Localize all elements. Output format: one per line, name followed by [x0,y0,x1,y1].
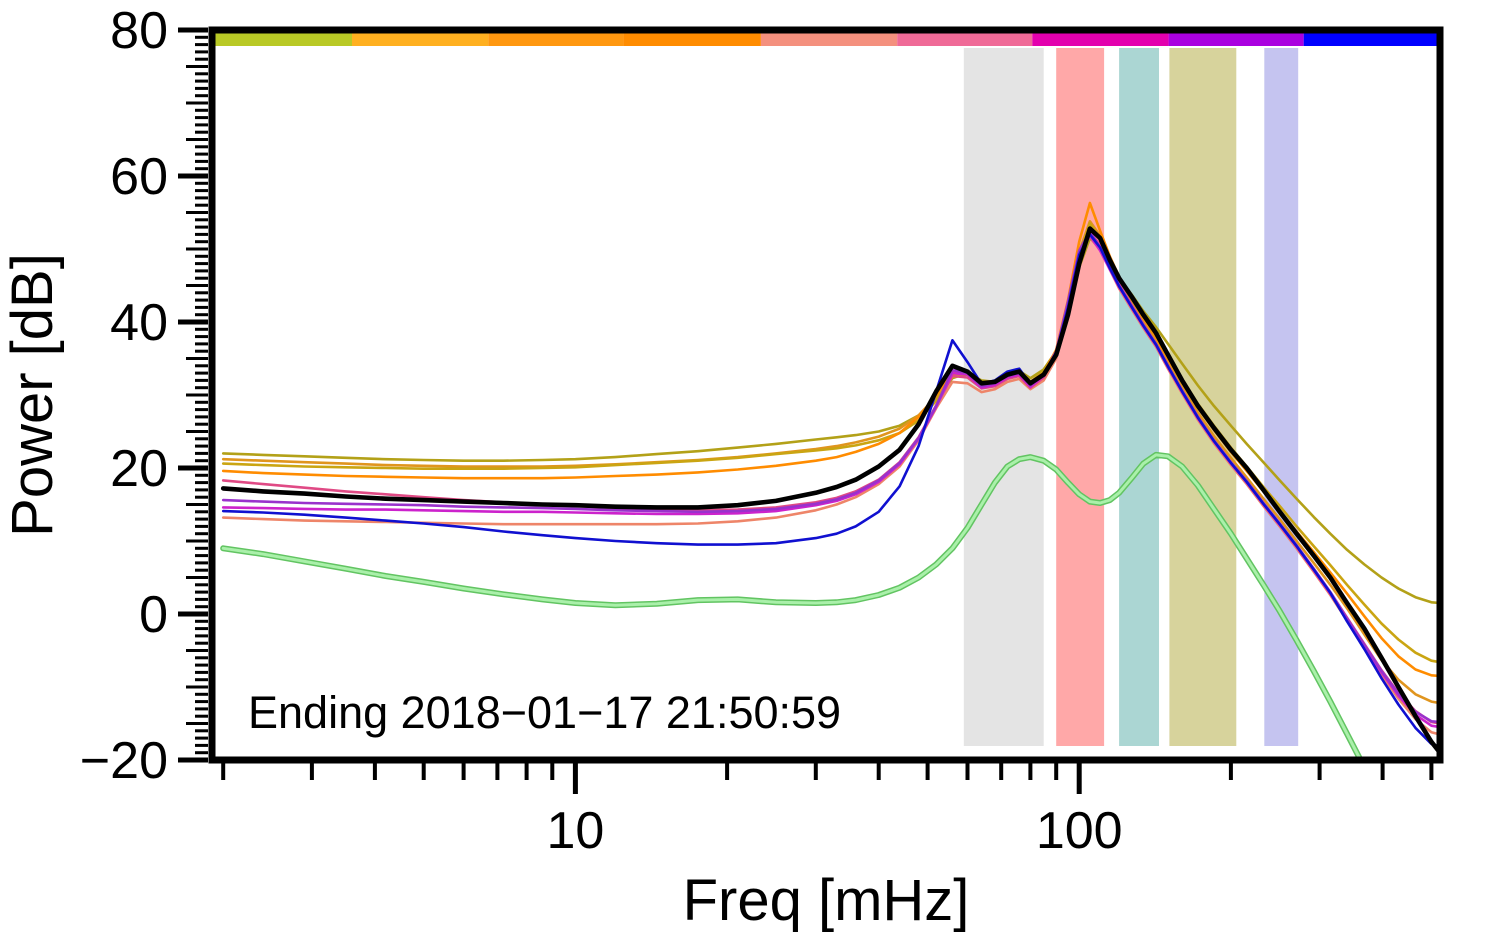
band-khaki [1169,48,1237,746]
band-teal [1119,48,1159,746]
plot-frame [208,26,1444,764]
colorbar-segment-orange [623,33,761,46]
series-ocher [221,220,1440,705]
ending-time-annotation: Ending 2018−01−17 21:50:59 [248,687,841,738]
x-axis-label: Freq [mHz] [683,868,970,933]
y-tick-label: 20 [110,440,168,498]
colorbar-segment-amber [352,33,489,46]
colorbar-segment-pink [897,33,1033,46]
y-tick-label: −20 [80,732,168,790]
colorbar-segment-magenta [1032,33,1169,46]
spectra-curves [220,201,1440,760]
frequency-bands [963,48,1299,746]
series-green-reference [221,453,1363,760]
colorbar-segment-blue [1303,33,1440,46]
top-color-bar [212,33,1440,46]
colorbar-segment-purple [1168,33,1304,46]
band-red [1056,48,1105,746]
x-tick-label: 10 [546,802,604,860]
colorbar-segment-yellowgreen [212,33,352,46]
y-tick-label: 0 [139,586,168,644]
colorbar-segment-orange-light [488,33,624,46]
y-axis-label: Power [dB] [0,253,65,537]
series-olive [221,236,1440,605]
y-tick-label: 80 [110,2,168,60]
y-tick-label: 60 [110,148,168,206]
band-gray [963,48,1044,746]
series-dark-gold [221,222,1440,664]
band-lavender [1264,48,1299,746]
colorbar-segment-salmon [760,33,898,46]
axis-tick-labels: 80 60 40 20 0 −20 10 100 [80,2,1123,860]
y-tick-label: 40 [110,294,168,352]
x-tick-label: 100 [1036,802,1123,860]
axis-ticks [178,27,1434,794]
series-mean [220,226,1440,756]
